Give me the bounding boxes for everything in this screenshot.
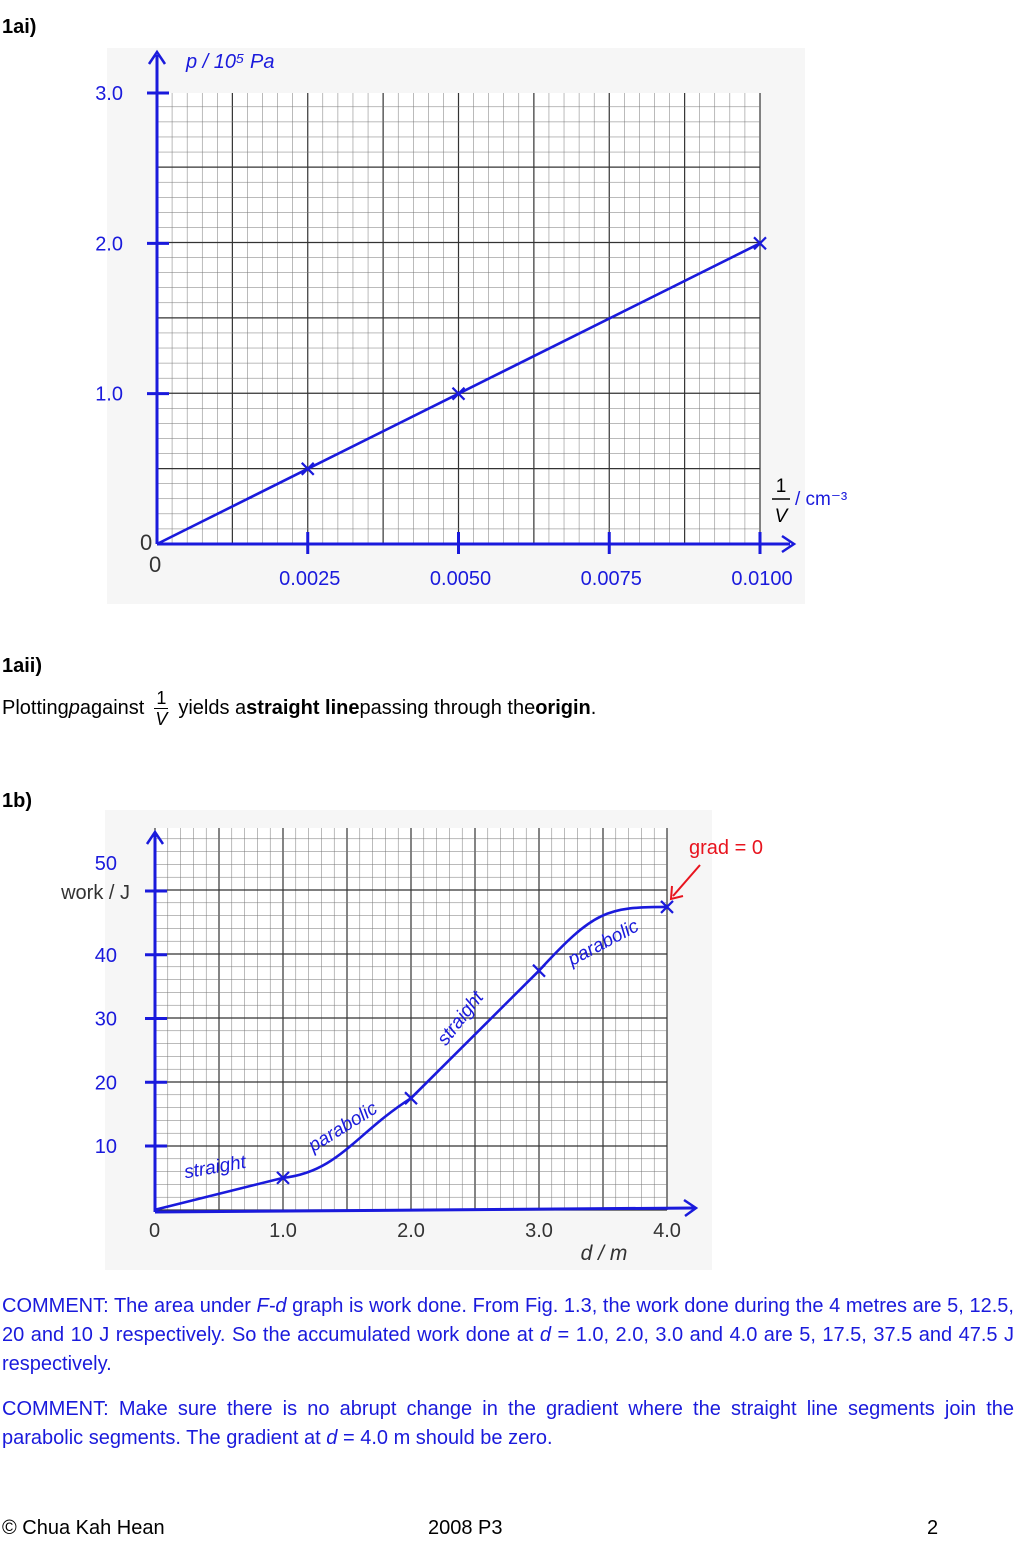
fraction-one-over-v: 1 V	[154, 687, 169, 729]
gradient-note-arrowhead	[669, 885, 684, 901]
y-tick-label: 10	[95, 1136, 117, 1158]
answer-var-p: p	[68, 696, 80, 719]
footer-copyright: © Chua Kah Hean	[2, 1517, 165, 1539]
answer-1aii: Plotting p against 1 V yields a straight…	[2, 683, 596, 733]
data-point-marker	[451, 386, 466, 401]
x-tick-label: 4.0	[653, 1220, 681, 1242]
data-point-marker	[404, 1091, 418, 1105]
y-axis-arrow	[145, 829, 165, 845]
x-tick-label: 0.0100	[731, 568, 792, 590]
y-tick-label: 40	[95, 945, 117, 967]
footer-paper: 2008 P3	[428, 1517, 503, 1539]
gradient-note-arrow	[672, 864, 701, 897]
heading-1b: 1b)	[2, 790, 32, 812]
data-point-marker	[660, 900, 674, 914]
footer-page-number: 2	[927, 1517, 939, 1539]
answer-text: Plotting	[2, 696, 69, 719]
y-tick-label: 3.0	[95, 83, 123, 105]
answer-bold-straight-line: straight line	[246, 696, 360, 719]
x-tick-label: 0.0050	[430, 568, 491, 590]
x-axis-label-unit: / cm⁻³	[795, 489, 847, 510]
comment-text: m should be zero.	[388, 1427, 553, 1449]
origin-label: 0	[149, 1220, 160, 1242]
comment-gradient: COMMENT: Make sure there is no abrupt ch…	[2, 1395, 1014, 1453]
x-tick-label: 0.0025	[279, 568, 340, 590]
x-tick-label: 0.0075	[581, 568, 642, 590]
data-point-marker	[300, 462, 315, 476]
comment-text: = 1.0, 2.0, 3.0 and 4.0 are 5, 17.5, 37.…	[2, 1324, 1014, 1375]
x-tick-label: 3.0	[525, 1220, 553, 1242]
y-tick-label: 50	[95, 853, 117, 875]
comment-text: = 4.0	[337, 1427, 389, 1449]
data-point-marker	[753, 236, 767, 251]
heading-1ai: 1ai)	[2, 16, 37, 38]
y-tick-label: 2.0	[95, 233, 123, 255]
y-axis-label: work / J	[60, 882, 130, 904]
answer-text: against	[79, 696, 145, 719]
data-point-marker	[532, 963, 546, 978]
comment-area-under-graph: COMMENT: The area under F-d graph is wor…	[2, 1292, 1014, 1379]
x-axis-arrow	[683, 1198, 699, 1218]
y-axis-arrow	[147, 49, 167, 65]
fraction-numerator: 1	[156, 687, 167, 708]
data-point-marker	[276, 1171, 290, 1185]
comment-text: graph is work done. From Fig. 1.3, the w…	[2, 1295, 1014, 1346]
answer-text: .	[590, 696, 597, 719]
y-tick-label: 20	[95, 1072, 117, 1094]
fraction-bar	[154, 707, 169, 709]
x-axis	[154, 1206, 695, 1214]
y-tick-label: 1.0	[95, 384, 123, 406]
origin-label-y: 0	[140, 530, 152, 555]
answer-text: yields a	[178, 696, 247, 719]
x-tick-label: 1.0	[269, 1220, 297, 1242]
comment-italic: d	[326, 1427, 338, 1449]
x-axis-label: d / m	[581, 1242, 628, 1265]
data-line	[156, 242, 761, 546]
origin-label-x: 0	[149, 552, 161, 577]
comment-text: COMMENT: The area under	[2, 1295, 257, 1317]
x-axis-arrow	[781, 534, 797, 554]
heading-1aii: 1aii)	[2, 655, 43, 677]
fraction-denominator: V	[155, 708, 168, 729]
answer-text: passing through the	[359, 696, 536, 719]
pressure-vs-inverse-volume-graph: 1.0 2.0 3.0 0.0025 0.0050 0.0075 0.0100 00 p / 1…	[95, 48, 847, 604]
gradient-note: grad = 0	[689, 837, 763, 859]
comment-text: COMMENT: Make sure there is no abrupt ch…	[2, 1398, 1014, 1449]
comment-italic: d	[539, 1324, 552, 1346]
comment-italic: F-d	[256, 1295, 287, 1317]
x-axis-label-denominator: V	[775, 506, 790, 527]
y-tick-label: 30	[95, 1009, 117, 1031]
x-axis-label-numerator: 1	[776, 476, 787, 497]
y-axis-label: p / 10⁵ Pa	[185, 51, 274, 73]
x-tick-label: 2.0	[397, 1220, 425, 1242]
answer-bold-origin: origin	[535, 696, 591, 719]
